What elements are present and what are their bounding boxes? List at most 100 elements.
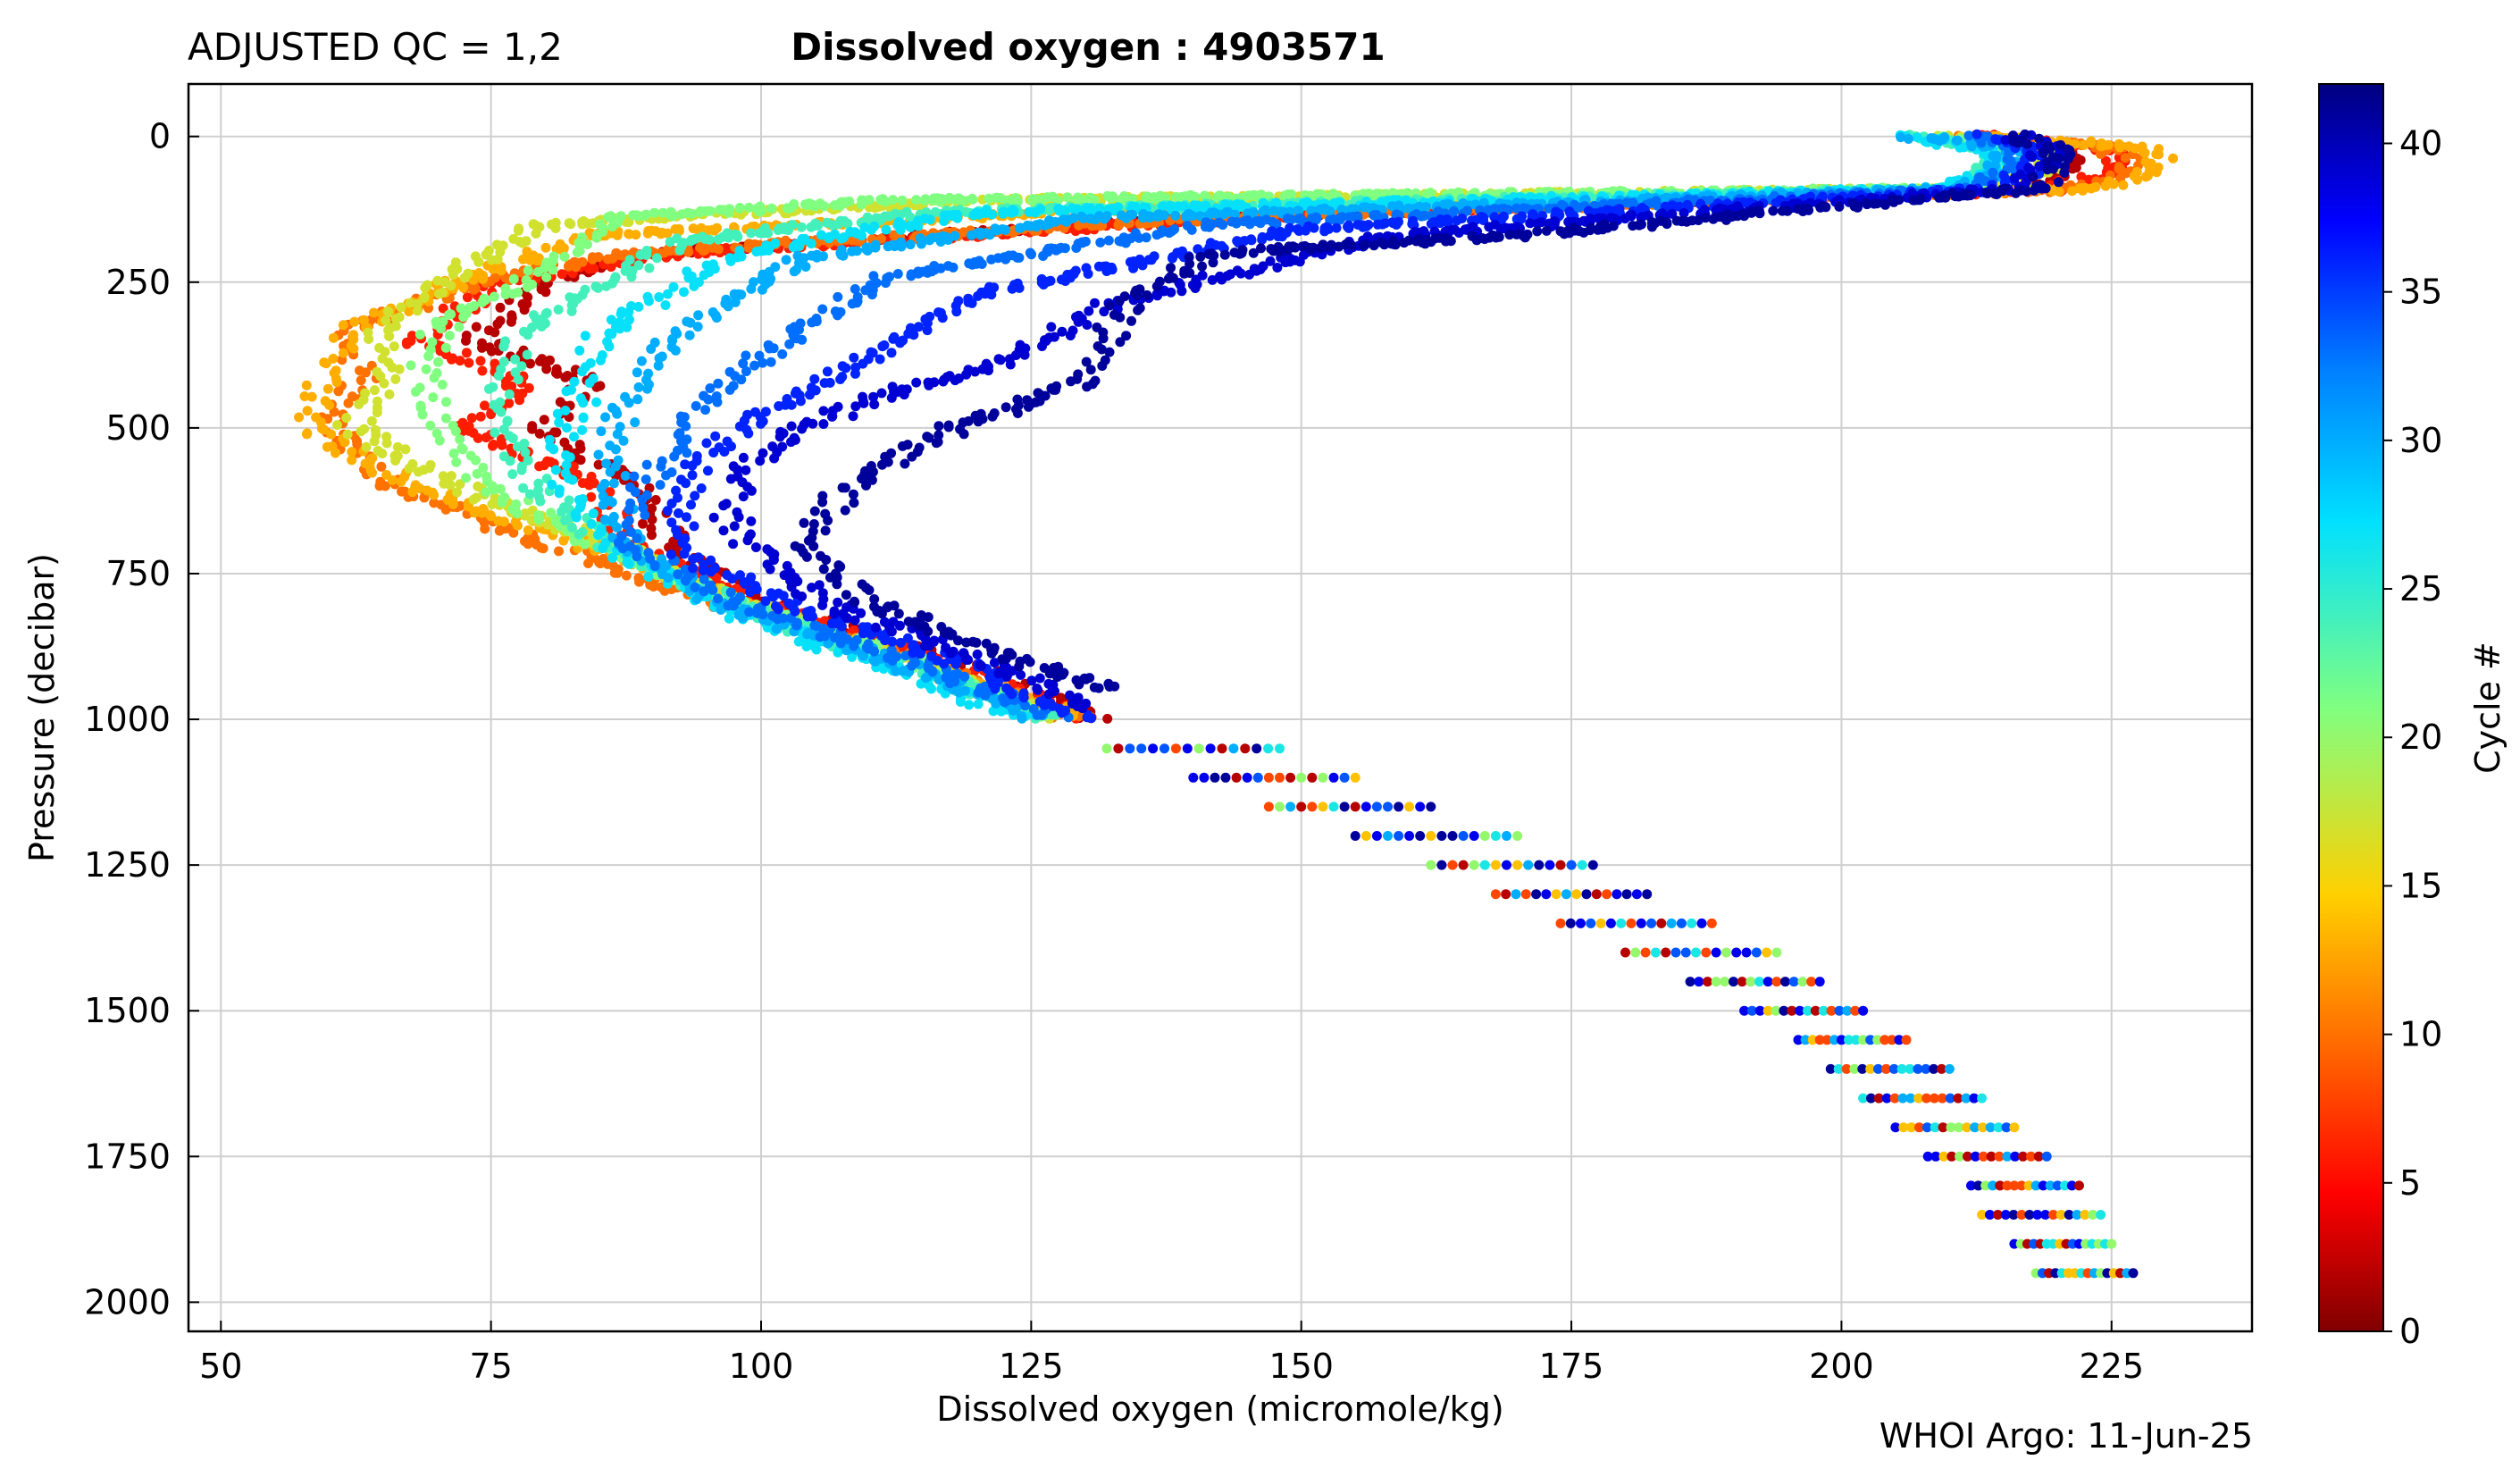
- data-point: [881, 225, 891, 235]
- data-point: [517, 466, 527, 475]
- data-point: [929, 194, 939, 204]
- data-point: [441, 414, 451, 424]
- data-point: [1057, 205, 1067, 214]
- data-point: [836, 197, 846, 207]
- data-point: [541, 243, 551, 253]
- data-point: [449, 449, 459, 458]
- data-point: [557, 507, 566, 516]
- data-point: [490, 428, 499, 438]
- data-point: [896, 225, 906, 235]
- data-point: [505, 390, 515, 399]
- data-point: [580, 540, 590, 550]
- data-point: [975, 229, 984, 239]
- data-point: [836, 234, 846, 244]
- data-point: [844, 197, 854, 206]
- data-point: [384, 331, 394, 341]
- data-point: [2141, 172, 2151, 181]
- data-point: [567, 475, 577, 485]
- data-point: [441, 397, 451, 407]
- data-point: [579, 413, 589, 423]
- data-point: [461, 473, 471, 483]
- data-point: [649, 208, 659, 218]
- data-point: [567, 306, 577, 316]
- data-point: [433, 357, 443, 367]
- data-point: [407, 487, 417, 497]
- data-point: [1426, 188, 1436, 197]
- data-point: [1072, 195, 1082, 205]
- data-point: [603, 213, 613, 222]
- data-point: [1062, 192, 1072, 202]
- data-point: [974, 700, 984, 709]
- data-point: [1061, 217, 1071, 227]
- data-point: [1032, 222, 1042, 231]
- data-point: [488, 441, 498, 451]
- data-point: [560, 252, 570, 262]
- data-point: [921, 194, 931, 204]
- data-point: [480, 524, 490, 533]
- data-point: [499, 516, 509, 526]
- data-point: [2115, 141, 2125, 151]
- data-point: [488, 264, 498, 274]
- data-point: [624, 229, 633, 239]
- data-point: [584, 481, 594, 491]
- data-point: [464, 358, 473, 368]
- data-point: [1953, 136, 1963, 146]
- data-point: [462, 348, 472, 357]
- data-point: [593, 530, 603, 540]
- data-point: [1102, 191, 1112, 201]
- data-point: [1102, 714, 1112, 724]
- data-point: [377, 449, 387, 458]
- data-point: [604, 341, 614, 351]
- data-point: [701, 206, 711, 216]
- data-point: [705, 235, 715, 245]
- data-point: [446, 480, 456, 490]
- data-point: [490, 327, 499, 337]
- data-point: [514, 226, 523, 236]
- data-point: [400, 444, 410, 454]
- data-point: [397, 477, 406, 487]
- data-point: [925, 214, 935, 224]
- data-point: [523, 265, 533, 275]
- data-point: [577, 220, 587, 230]
- data-point: [2067, 186, 2077, 196]
- data-point: [807, 239, 816, 248]
- data-point: [956, 697, 966, 707]
- data-point: [638, 519, 648, 529]
- data-point: [880, 197, 890, 206]
- data-point: [948, 211, 958, 221]
- data-point: [498, 441, 507, 450]
- data-point: [668, 211, 678, 221]
- data-point: [534, 515, 544, 525]
- data-point: [461, 336, 471, 346]
- data-point: [518, 239, 528, 248]
- data-point: [2168, 154, 2178, 164]
- data-point: [911, 195, 921, 205]
- data-point: [349, 317, 359, 327]
- data-point: [1359, 203, 1369, 213]
- data-point: [428, 392, 438, 402]
- data-point: [1151, 212, 1161, 222]
- data-point: [302, 381, 312, 390]
- data-point: [596, 558, 606, 568]
- data-point: [585, 378, 595, 388]
- data-point: [2154, 149, 2164, 159]
- data-point: [622, 571, 632, 581]
- data-point: [523, 539, 532, 549]
- data-point: [454, 322, 464, 331]
- data-point: [415, 330, 425, 340]
- data-point: [472, 322, 481, 331]
- data-point: [1170, 211, 1180, 221]
- data-point: [476, 356, 486, 365]
- data-point: [477, 298, 487, 307]
- data-point: [558, 536, 568, 546]
- data-point: [423, 351, 433, 361]
- data-point: [1181, 212, 1191, 222]
- data-point: [574, 530, 584, 540]
- data-point: [857, 231, 867, 240]
- data-point: [643, 572, 653, 582]
- data-points: [294, 130, 2178, 1279]
- data-point: [2118, 180, 2128, 190]
- data-point: [509, 274, 519, 284]
- data-point: [441, 343, 451, 353]
- data-point: [985, 230, 995, 239]
